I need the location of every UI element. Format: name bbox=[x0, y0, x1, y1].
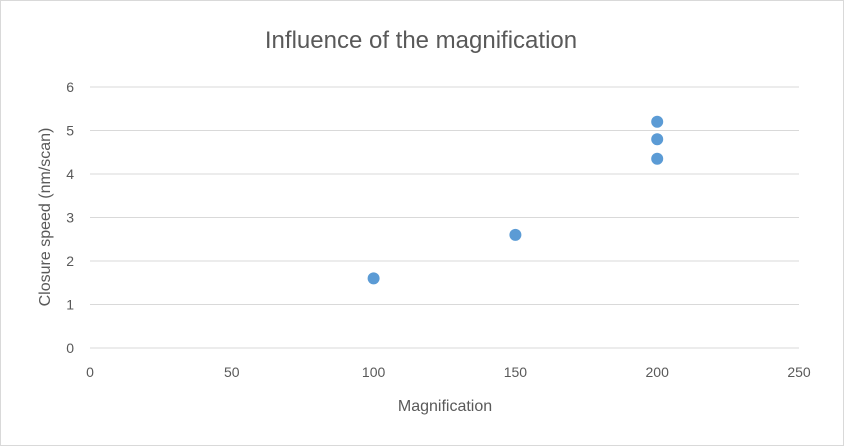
y-tick-label: 3 bbox=[66, 210, 74, 226]
x-tick-label: 0 bbox=[86, 364, 94, 380]
x-tick-label: 200 bbox=[646, 364, 670, 380]
x-tick-label: 150 bbox=[504, 364, 528, 380]
x-tick-label: 50 bbox=[224, 364, 240, 380]
data-point bbox=[651, 133, 664, 146]
y-tick-labels: 0 1 2 3 4 5 6 bbox=[66, 79, 74, 356]
y-tick-label: 1 bbox=[66, 297, 74, 313]
y-tick-label: 0 bbox=[66, 340, 74, 356]
x-tick-labels: 0 50 100 150 200 250 bbox=[86, 364, 811, 380]
y-tick-label: 4 bbox=[66, 166, 74, 182]
x-tick-label: 250 bbox=[787, 364, 811, 380]
x-axis-title: Magnification bbox=[398, 398, 492, 415]
data-point bbox=[509, 228, 522, 241]
y-tick-label: 2 bbox=[66, 253, 74, 269]
chart-title: Influence of the magnification bbox=[265, 27, 577, 54]
data-point bbox=[651, 115, 664, 128]
x-tick-label: 100 bbox=[362, 364, 386, 380]
y-tick-label: 6 bbox=[66, 79, 74, 95]
data-points bbox=[367, 115, 664, 285]
y-tick-label: 5 bbox=[66, 123, 74, 139]
y-axis-title: Closure speed (nm/scan) bbox=[37, 128, 54, 307]
gridlines bbox=[90, 86, 799, 305]
data-point bbox=[651, 152, 664, 165]
data-point bbox=[367, 272, 380, 285]
